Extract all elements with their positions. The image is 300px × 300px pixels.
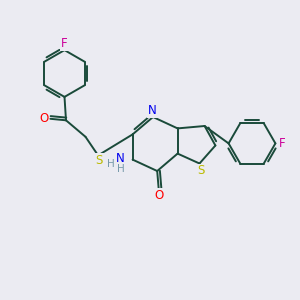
Text: F: F [279, 137, 285, 150]
Text: O: O [154, 189, 163, 203]
Text: S: S [198, 164, 205, 178]
Text: F: F [61, 37, 68, 50]
Text: S: S [96, 154, 103, 167]
Text: H: H [107, 159, 115, 169]
Text: N: N [148, 104, 157, 117]
Text: H: H [117, 164, 124, 174]
Text: N: N [116, 152, 125, 165]
Text: O: O [39, 112, 48, 125]
